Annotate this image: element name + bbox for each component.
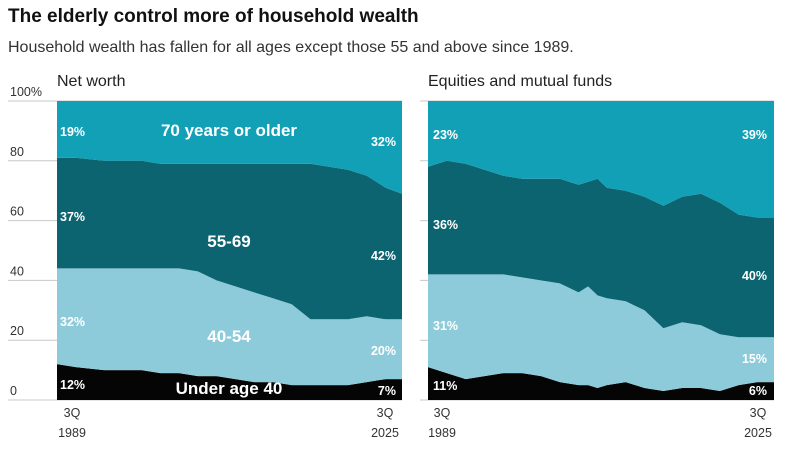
nw-area-40-54 xyxy=(57,268,402,386)
nw-x-label-end-year: 2025 xyxy=(371,426,399,440)
eq-x-label-end-q: 3Q xyxy=(750,406,767,420)
y-tick-label-20: 20 xyxy=(10,324,24,338)
eq-area-under-age-40 xyxy=(428,367,774,400)
eq-x-label-start-q: 3Q xyxy=(434,406,451,420)
nw-area-55-69 xyxy=(57,157,402,320)
nw-start-label-under40: 12% xyxy=(60,378,85,392)
nw-end-label-55-69: 42% xyxy=(371,249,396,263)
y-tick-label-80: 80 xyxy=(10,145,24,159)
nw-area-70-years-or-older xyxy=(57,101,402,194)
eq-start-label-under40: 11% xyxy=(433,379,457,393)
eq-area-40-54 xyxy=(428,274,774,391)
nw-end-label-under40: 7% xyxy=(378,384,396,398)
eq-area-70-years-or-older xyxy=(428,101,774,218)
eq-area-55-69 xyxy=(428,160,774,338)
equities-panel xyxy=(428,101,774,400)
band-label-70plus: 70 years or older xyxy=(161,121,297,140)
band-label-55-69: 55-69 xyxy=(207,232,250,251)
eq-end-label-55-69: 40% xyxy=(742,269,767,283)
panel-title-net-worth: Net worth xyxy=(57,73,125,90)
panel-title-equities: Equities and mutual funds xyxy=(428,73,612,90)
y-axis-ticks: 0 20 40 60 80 100% xyxy=(10,85,42,398)
nw-x-label-start-q: 3Q xyxy=(64,406,81,420)
nw-end-label-70plus: 32% xyxy=(371,135,396,149)
eq-start-label-40-54: 31% xyxy=(433,319,458,333)
net-worth-panel xyxy=(57,101,402,400)
chart-subtitle: Household wealth has fallen for all ages… xyxy=(8,39,574,56)
nw-end-label-40-54: 20% xyxy=(371,344,396,358)
eq-x-label-end-year: 2025 xyxy=(744,426,772,440)
nw-x-label-end-q: 3Q xyxy=(377,406,394,420)
band-label-40-54: 40-54 xyxy=(207,327,251,346)
nw-area-under-age-40 xyxy=(57,364,402,400)
eq-start-label-55-69: 36% xyxy=(433,218,458,232)
eq-x-label-start-year: 1989 xyxy=(428,426,456,440)
y-tick-label-100: 100% xyxy=(10,85,42,99)
nw-start-label-55-69: 37% xyxy=(60,210,85,224)
nw-start-label-40-54: 32% xyxy=(60,315,85,329)
eq-end-label-70plus: 39% xyxy=(742,128,767,142)
eq-end-label-under40: 6% xyxy=(749,384,767,398)
nw-start-label-70plus: 19% xyxy=(60,125,85,139)
eq-end-label-40-54: 15% xyxy=(742,352,767,366)
chart-title: The elderly control more of household we… xyxy=(8,6,419,27)
y-tick-label-60: 60 xyxy=(10,205,24,219)
nw-x-label-start-year: 1989 xyxy=(58,426,86,440)
eq-start-label-70plus: 23% xyxy=(433,128,458,142)
y-tick-label-40: 40 xyxy=(10,264,24,278)
y-tick-label-0: 0 xyxy=(10,384,17,398)
band-label-under40: Under age 40 xyxy=(176,379,283,398)
